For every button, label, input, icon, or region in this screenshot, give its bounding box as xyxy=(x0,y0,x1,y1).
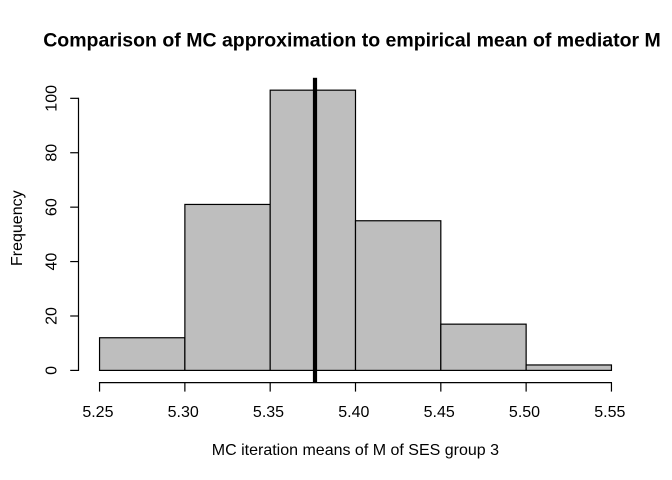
svg-text:5.30: 5.30 xyxy=(168,404,199,421)
svg-text:100: 100 xyxy=(44,85,61,112)
svg-text:5.55: 5.55 xyxy=(594,404,625,421)
svg-text:Frequency: Frequency xyxy=(9,190,26,266)
svg-text:0: 0 xyxy=(44,366,61,375)
svg-text:MC iteration means of M of SES: MC iteration means of M of SES group 3 xyxy=(212,442,499,459)
svg-text:5.25: 5.25 xyxy=(82,404,113,421)
svg-text:5.50: 5.50 xyxy=(509,404,540,421)
svg-text:20: 20 xyxy=(44,307,61,325)
svg-text:60: 60 xyxy=(44,198,61,216)
svg-text:5.45: 5.45 xyxy=(424,404,455,421)
svg-text:5.40: 5.40 xyxy=(338,404,369,421)
svg-text:5.35: 5.35 xyxy=(253,404,284,421)
svg-text:Comparison of MC approximation: Comparison of MC approximation to empiri… xyxy=(43,30,661,52)
svg-text:40: 40 xyxy=(44,253,61,271)
svg-text:80: 80 xyxy=(44,144,61,162)
